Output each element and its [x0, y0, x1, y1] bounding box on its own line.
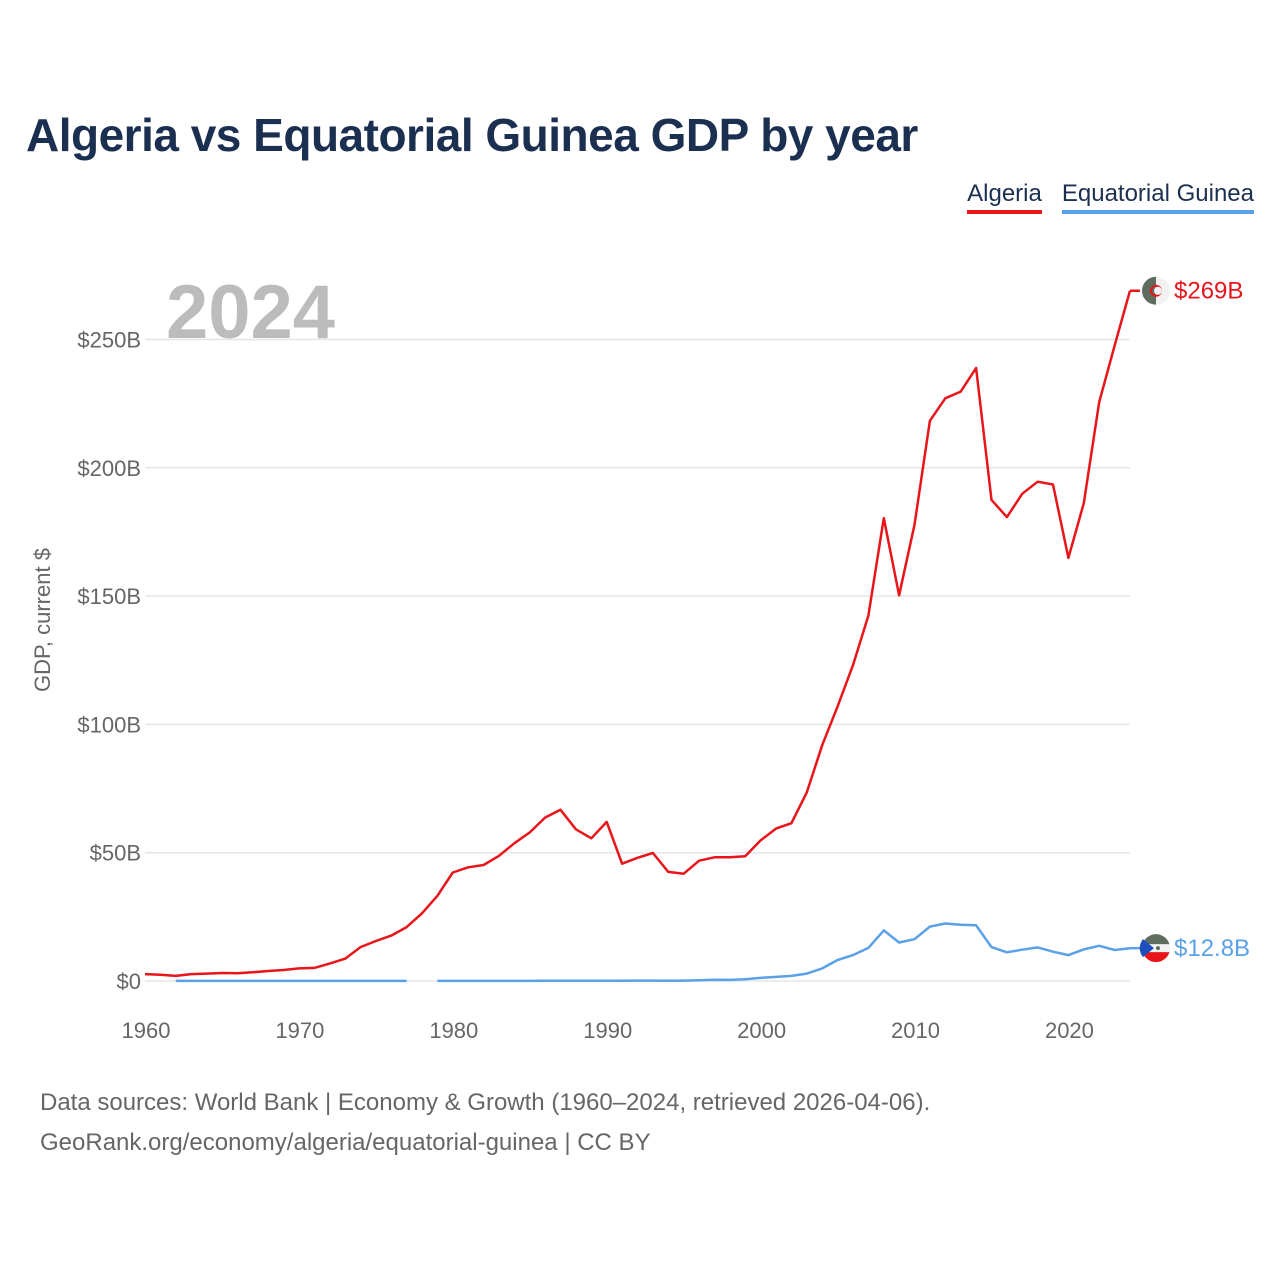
x-tick-label: 1970: [275, 1018, 324, 1043]
y-tick-label: $0: [117, 969, 141, 994]
x-tick-label: 2020: [1045, 1018, 1094, 1043]
end-value-label: $269B: [1174, 278, 1243, 305]
legend-item-equatorial-guinea[interactable]: Equatorial Guinea: [1061, 180, 1254, 214]
end-value-label: $12.8B: [1174, 935, 1250, 962]
x-tick-label: 1960: [122, 1018, 171, 1043]
series-line-algeria[interactable]: [144, 290, 1132, 978]
equatorial-guinea-flag-icon: [1139, 934, 1170, 963]
y-axis-label: GDP, current $: [30, 548, 55, 692]
end-markers: $269B $12.8B: [1130, 276, 1250, 963]
y-tick-label: $50B: [90, 841, 141, 866]
x-tick-label: 2010: [891, 1018, 940, 1043]
footer-link[interactable]: GeoRank.org/economy/algeria/equatorial-g…: [40, 1129, 651, 1156]
x-tick-label: 1990: [583, 1018, 632, 1043]
line-chart: 2024 $0 $50B $100B $150B $200B $250B 1960 1970…: [30, 270, 1250, 1043]
legend-item-algeria[interactable]: Algeria: [967, 180, 1042, 214]
algeria-flag-icon: [1142, 276, 1171, 305]
y-tick-label: $100B: [77, 712, 141, 737]
footer: Data sources: World Bank | Economy & Gro…: [40, 1083, 930, 1163]
x-tick-label: 1980: [429, 1018, 478, 1043]
footer-sources: Data sources: World Bank | Economy & Gro…: [40, 1089, 931, 1116]
series-line-equatorial-guinea[interactable]: [437, 922, 1131, 983]
x-tick-label: 2000: [737, 1018, 786, 1043]
year-label: 2024: [166, 270, 335, 355]
y-tick-label: $200B: [77, 456, 141, 481]
gridlines: [145, 338, 1130, 982]
y-tick-label: $150B: [77, 584, 141, 609]
legend: Algeria Equatorial Guinea: [967, 180, 1254, 214]
chart-title: Algeria vs Equatorial Guinea GDP by year: [26, 109, 918, 161]
y-tick-label: $250B: [77, 328, 141, 353]
y-axis-ticks: $0 $50B $100B $150B $200B $250B: [77, 328, 141, 995]
series-group: [144, 290, 1132, 983]
x-axis-ticks: 1960 1970 1980 1990 2000 2010 2020: [122, 1018, 1094, 1043]
